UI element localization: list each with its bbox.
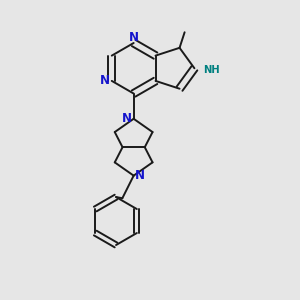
Text: NH: NH xyxy=(203,65,219,75)
Text: N: N xyxy=(122,112,132,125)
Text: N: N xyxy=(100,74,110,87)
Text: N: N xyxy=(135,169,145,182)
Text: N: N xyxy=(129,32,139,44)
